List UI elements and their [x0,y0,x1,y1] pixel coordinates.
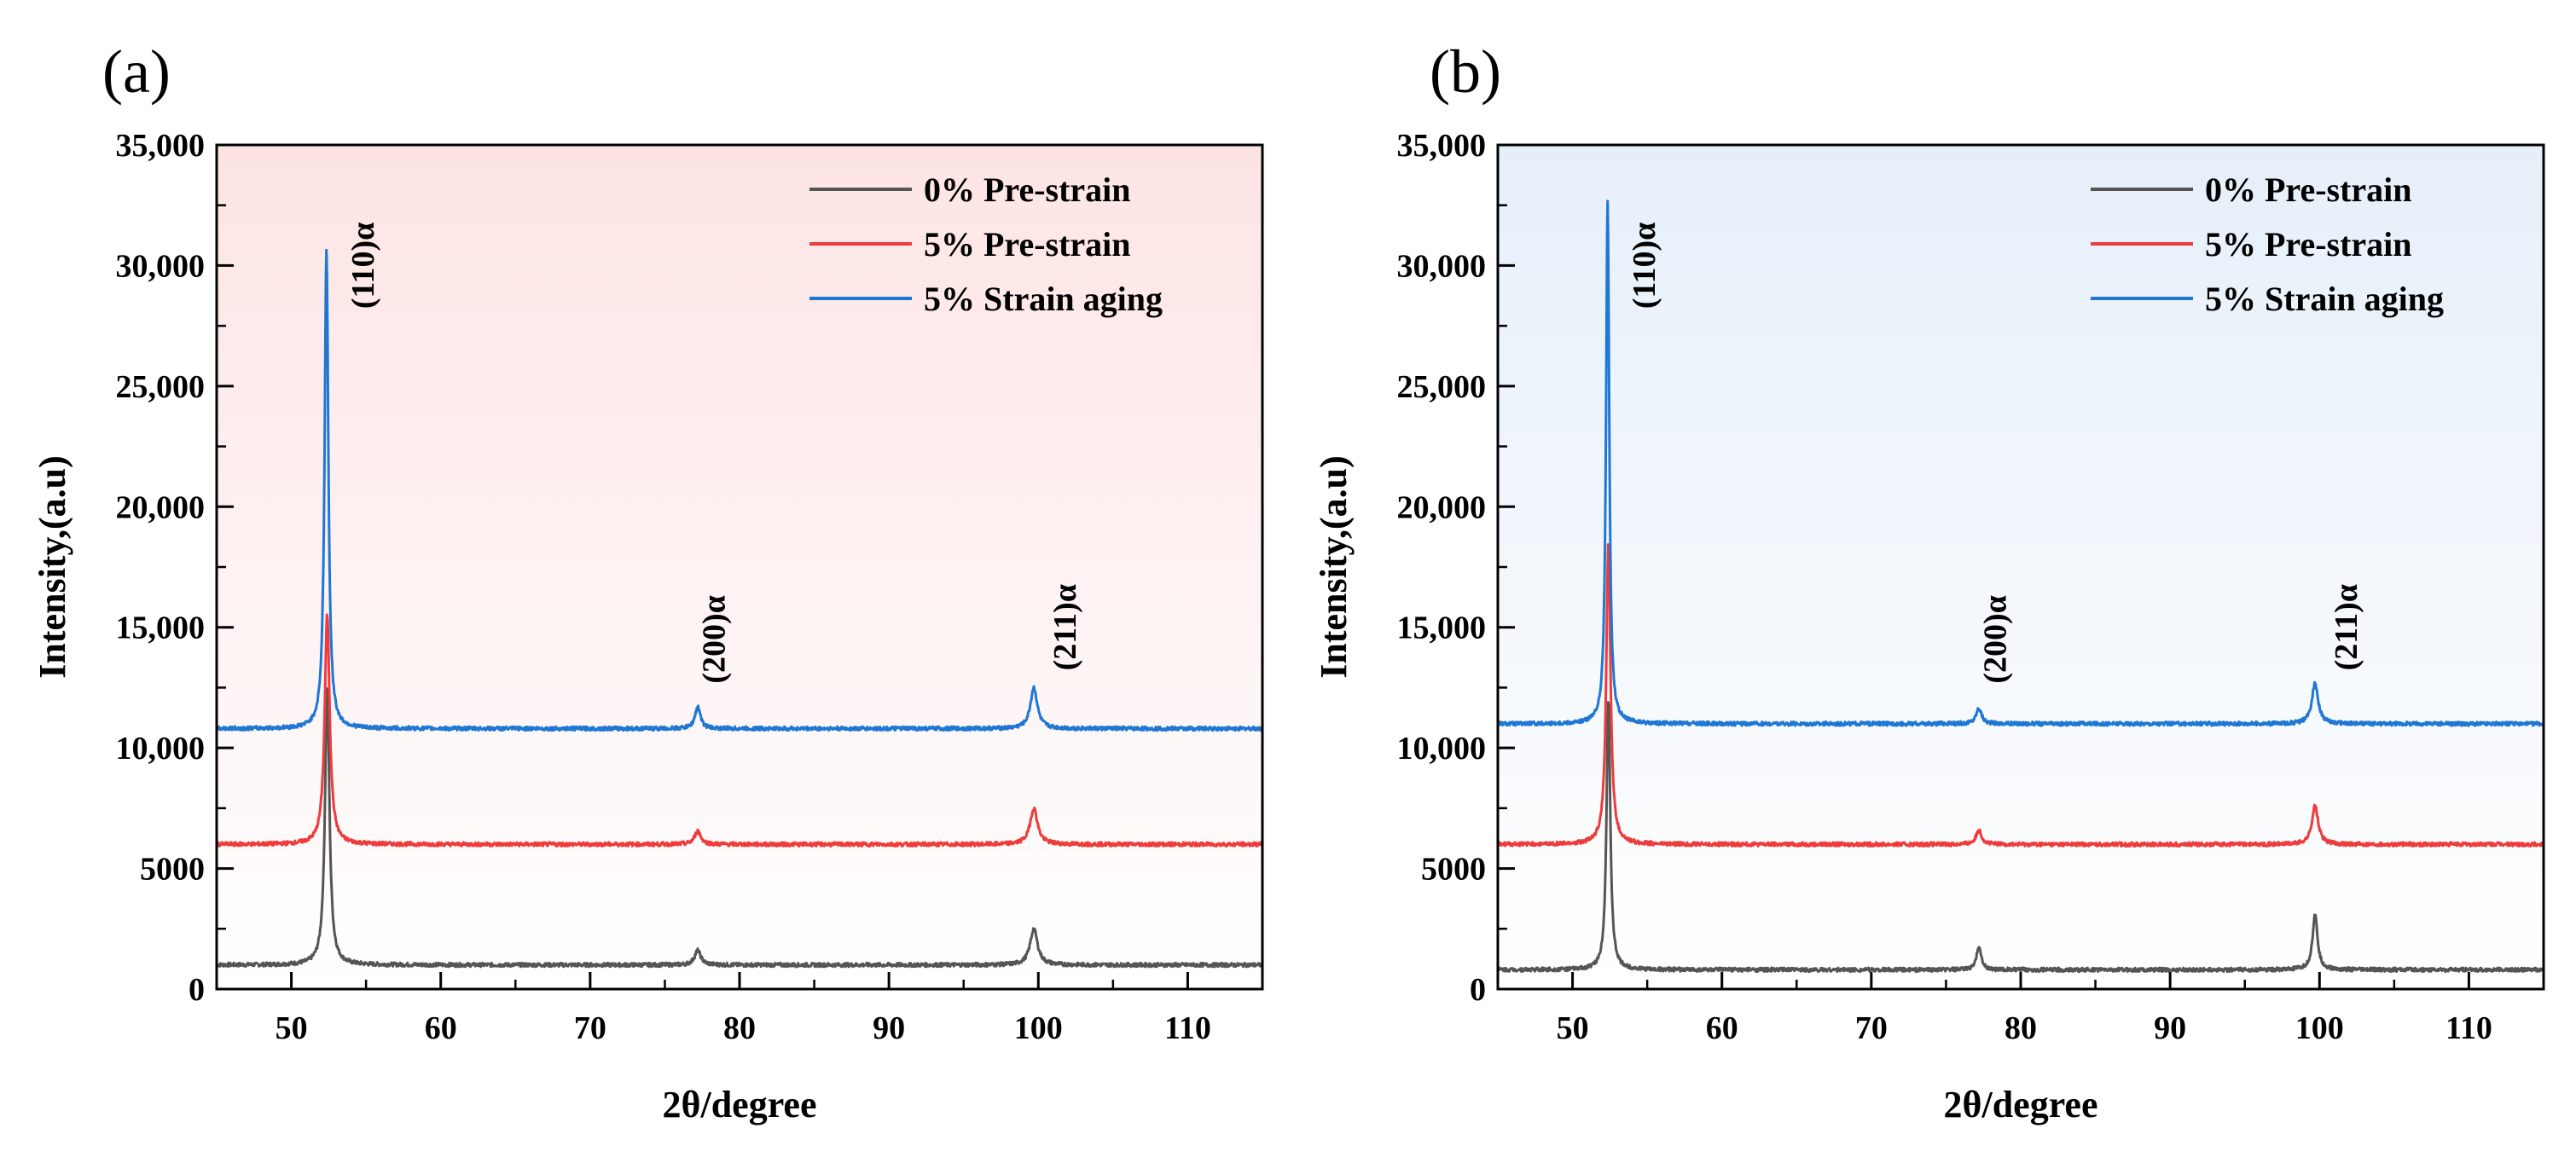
x-tick-label: 70 [1855,1010,1888,1046]
x-tick-label: 100 [1014,1010,1063,1046]
y-axis-title: Intensity,(a.u) [1313,455,1355,679]
x-tick-label: 50 [276,1010,308,1046]
axis-ticks: 50 60 70 80 90 100 110 0 5000 10,000 15,000 20,000 2… [116,128,1264,1046]
legend-label: 5% Pre-strain [924,225,1131,263]
peak-label: (211)α [1047,584,1083,670]
x-tick-label: 80 [723,1010,756,1046]
y-axis-title: Intensity,(a.u) [32,455,73,679]
x-tick-label: 110 [1164,1010,1211,1046]
panel-a: (a) 50 60 70 80 90 100 110 0 5000 10,000 15,000 20,… [32,38,1264,1125]
y-tick-label: 20,000 [1397,489,1487,525]
y-tick-label: 35,000 [1397,128,1487,164]
panel-label: (b) [1430,38,1501,106]
x-axis-title: 2θ/degree [663,1084,817,1125]
peak-label: (211)α [2329,584,2364,670]
legend-label: 5% Strain aging [2205,280,2444,318]
y-tick-label: 10,000 [116,731,206,767]
series-layer [217,248,1262,969]
x-tick-label: 60 [425,1010,457,1046]
plot-background [217,145,1262,989]
peak-label: (200)α [1978,595,2014,684]
panel-label: (a) [102,38,171,106]
x-axis-title: 2θ/degree [1944,1084,2098,1125]
peak-label: (110)α [345,223,381,309]
y-tick-label: 15,000 [116,610,206,646]
legend: 0% Pre-strain 5% Pre-strain 5% Strain agin… [2091,171,2444,318]
peak-label: (200)α [697,595,733,684]
x-tick-label: 90 [873,1010,905,1046]
y-tick-label: 30,000 [116,248,206,284]
legend-label: 5% Pre-strain [2205,225,2412,263]
x-tick-label: 50 [1557,1010,1589,1046]
y-tick-label: 25,000 [116,369,206,405]
legend-label: 5% Strain aging [924,280,1163,318]
legend: 0% Pre-strain 5% Pre-strain 5% Strain agin… [809,171,1163,318]
series-line [1498,701,2544,974]
y-tick-label: 5000 [1421,852,1486,888]
series-layer [1498,200,2544,974]
y-tick-label: 30,000 [1397,248,1487,284]
series-line [1498,200,2544,727]
series-line [217,687,1262,969]
y-tick-label: 15,000 [1397,610,1487,646]
y-tick-label: 25,000 [1397,369,1487,405]
x-tick-label: 60 [1706,1010,1738,1046]
x-tick-label: 80 [2005,1010,2037,1046]
x-tick-label: 100 [2295,1010,2344,1046]
y-tick-label: 20,000 [116,489,206,525]
y-tick-label: 0 [189,972,205,1008]
peak-labels: (110)α (200)α (211)α [1627,223,2364,684]
y-tick-label: 5000 [140,852,205,888]
series-line [217,248,1262,732]
plot-background [1498,145,2544,989]
axis-ticks: 50 60 70 80 90 100 110 0 5000 10,000 15,000 20,000 2… [1397,128,2545,1046]
y-tick-label: 0 [1470,972,1486,1008]
series-line [217,613,1262,848]
peak-label: (110)α [1627,223,1662,309]
legend-label: 0% Pre-strain [924,171,1131,209]
panel-b: (b) 50 60 70 80 90 100 110 0 5000 10,000 15,000 20,… [1313,38,2545,1125]
x-tick-label: 90 [2154,1010,2186,1046]
y-tick-label: 10,000 [1397,731,1487,767]
legend-label: 0% Pre-strain [2205,171,2412,209]
series-line [1498,543,2544,848]
y-tick-label: 35,000 [116,128,206,164]
x-tick-label: 70 [574,1010,606,1046]
peak-labels: (110)α (200)α (211)α [345,223,1083,684]
x-tick-label: 110 [2445,1010,2492,1046]
